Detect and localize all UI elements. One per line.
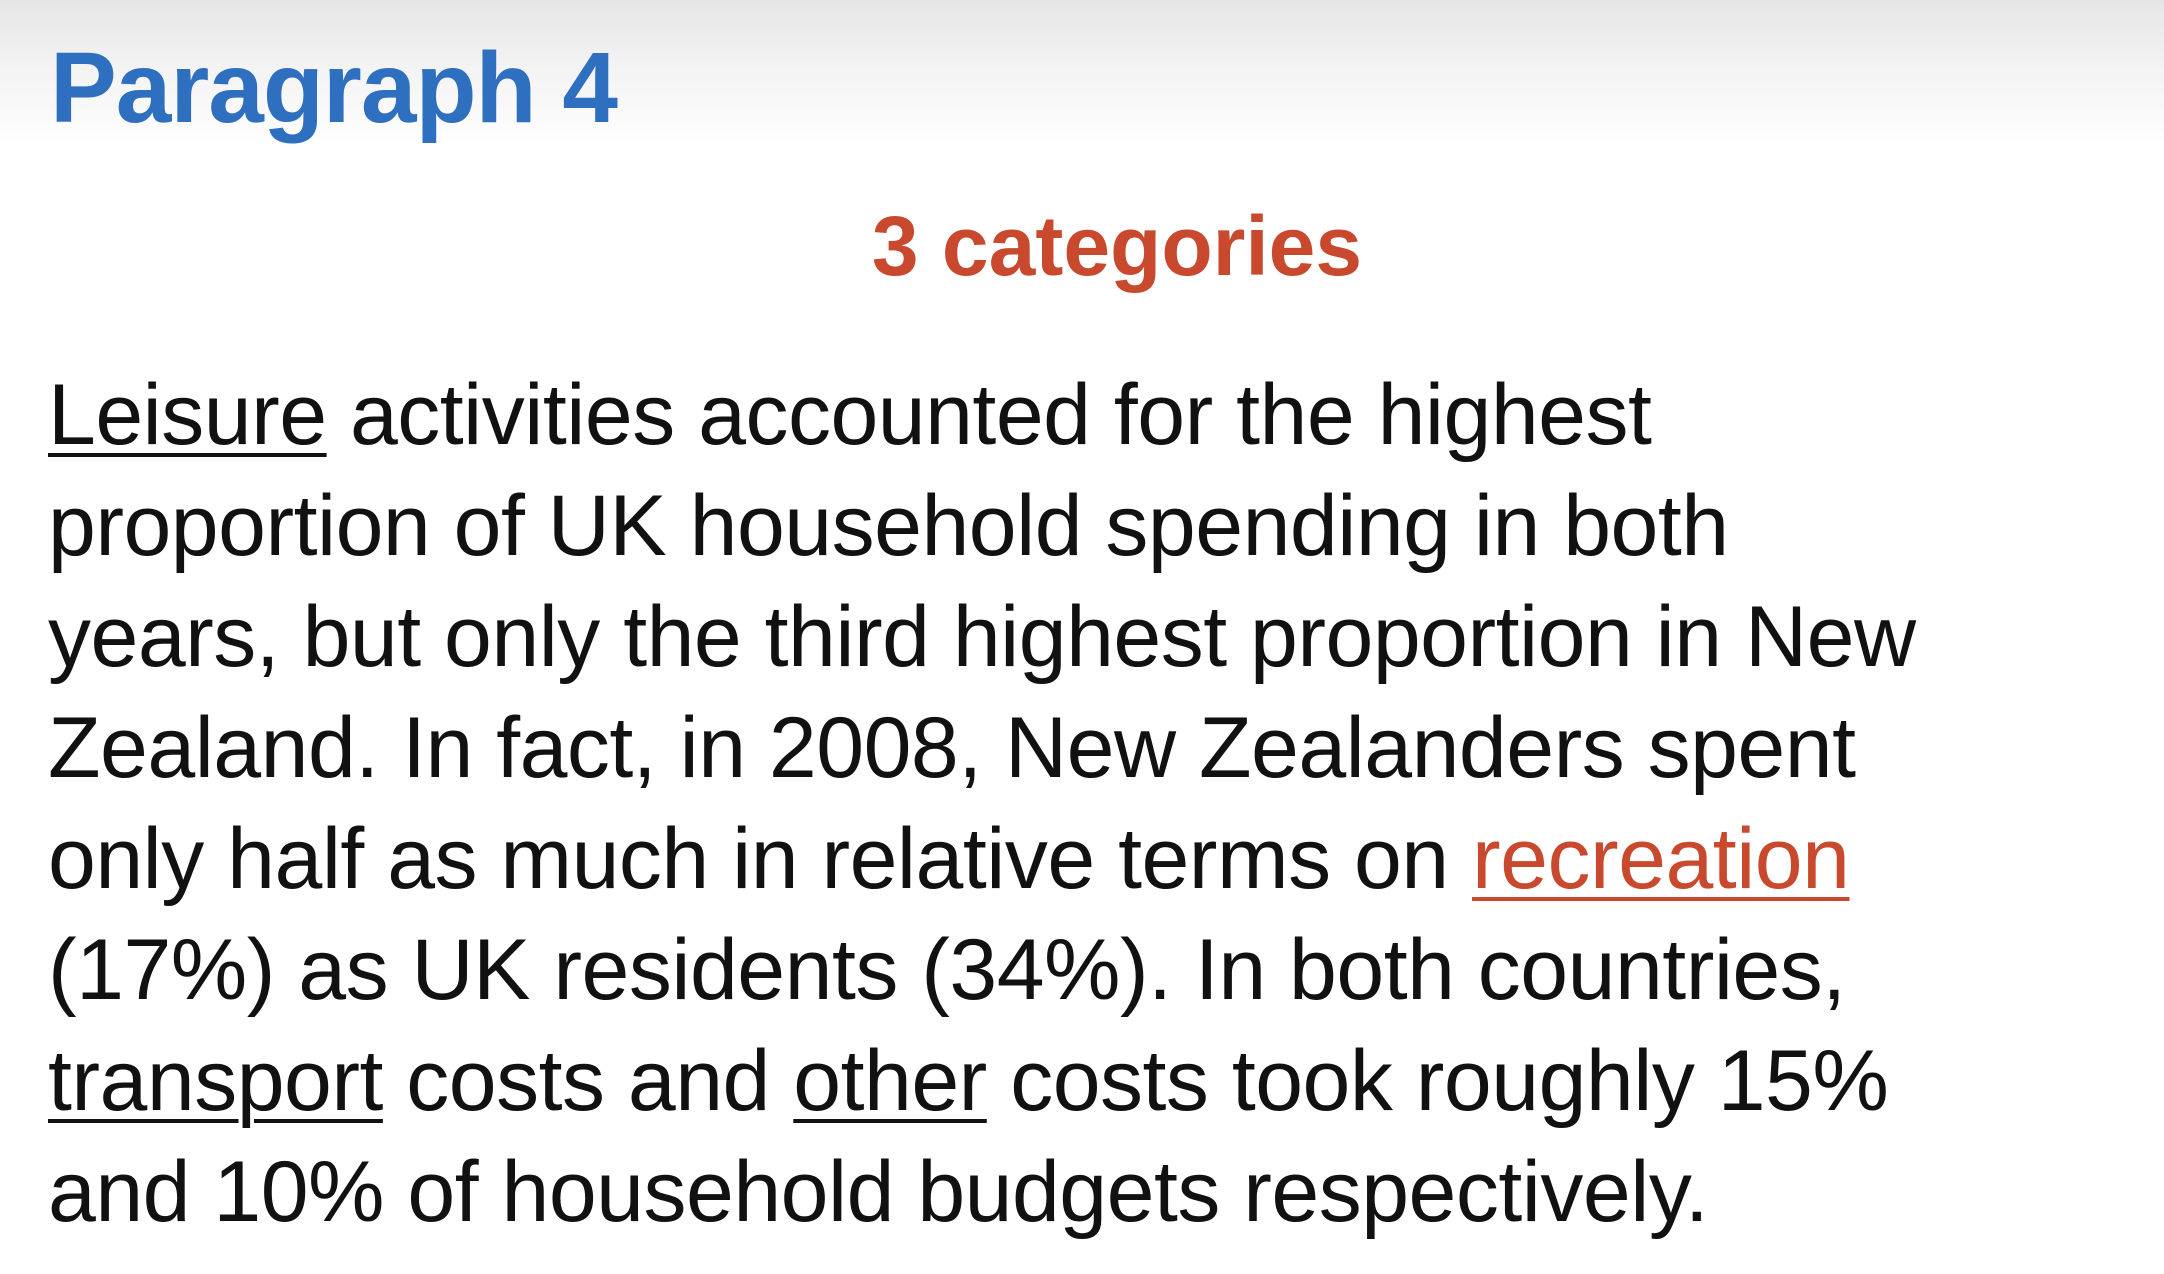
line-5-text: only half as much in relative terms on: [48, 811, 1473, 907]
paragraph-line-2: proportion of UK household spending in b…: [48, 478, 1729, 574]
paragraph-line-8: and 10% of household budgets respectivel…: [48, 1144, 1709, 1240]
keyword-transport: transport: [48, 1033, 383, 1129]
paragraph-line-1: Leisure activities accounted for the hig…: [48, 360, 1916, 471]
paragraph-line-6: (17%) as UK residents (34%). In both cou…: [48, 922, 1846, 1018]
slide-subtitle: 3 categories: [871, 199, 1363, 293]
paragraph-line-5: only half as much in relative terms on r…: [48, 804, 1916, 915]
paragraph-line-4: Zealand. In fact, in 2008, New Zealander…: [48, 700, 1856, 796]
keyword-recreation: recreation: [1472, 811, 1850, 907]
paragraph-line-7: transport costs and other costs took rou…: [48, 1026, 1916, 1137]
slide-header-band: [0, 0, 2164, 150]
paragraph-body: Leisure activities accounted for the hig…: [48, 360, 1916, 1248]
paragraph-line-3: years, but only the third highest propor…: [48, 589, 1916, 685]
keyword-other: other: [793, 1033, 987, 1129]
page-title: Paragraph 4: [50, 32, 618, 144]
line-7-text-mid: costs and: [382, 1033, 794, 1129]
keyword-leisure: Leisure: [48, 367, 327, 463]
line-7-text-rest: costs took roughly 15%: [986, 1033, 1889, 1129]
line-1-text: activities accounted for the highest: [326, 367, 1652, 463]
